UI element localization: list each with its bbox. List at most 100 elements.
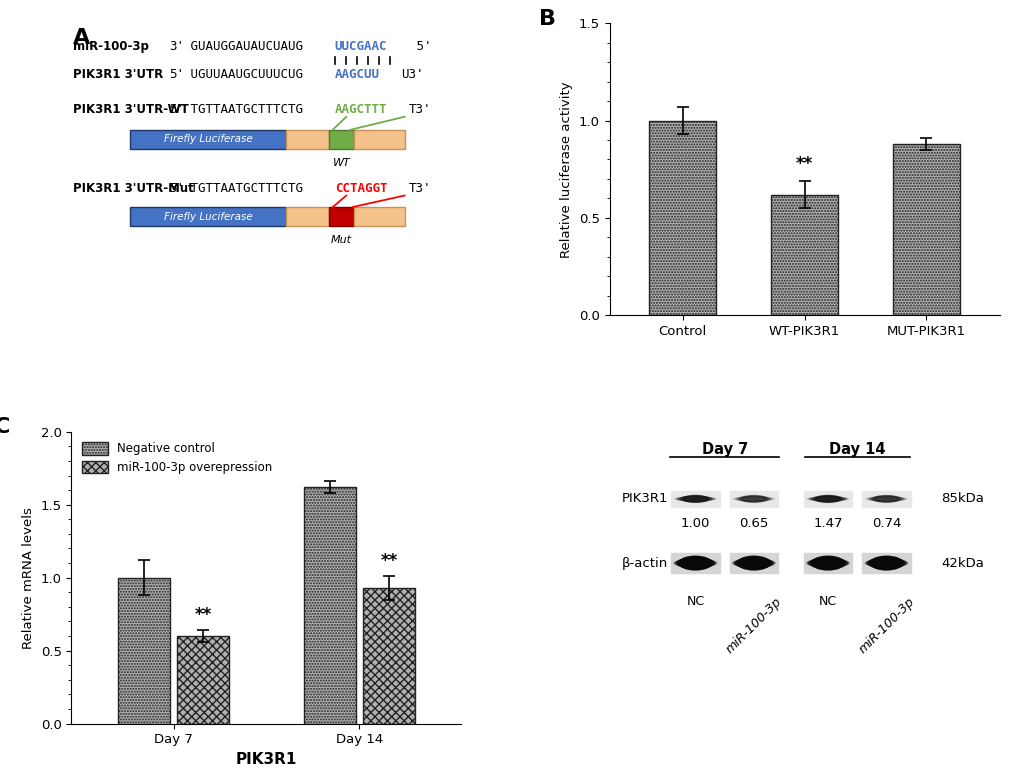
- Ellipse shape: [732, 559, 774, 566]
- Ellipse shape: [679, 556, 710, 570]
- Ellipse shape: [734, 497, 772, 500]
- Ellipse shape: [679, 496, 710, 502]
- Text: 5': 5': [409, 40, 431, 53]
- Ellipse shape: [815, 496, 840, 503]
- Text: Day 7: Day 7: [701, 442, 747, 457]
- Text: A: A: [73, 28, 91, 47]
- Text: 5': 5': [169, 182, 183, 194]
- Ellipse shape: [808, 497, 847, 500]
- Ellipse shape: [808, 559, 847, 568]
- Text: 5': 5': [169, 68, 183, 81]
- Ellipse shape: [810, 557, 845, 569]
- Ellipse shape: [683, 496, 707, 503]
- Ellipse shape: [674, 497, 715, 500]
- Ellipse shape: [810, 496, 844, 501]
- Text: U3': U3': [400, 68, 423, 81]
- Bar: [770, 194, 838, 315]
- Text: miR-100-3p: miR-100-3p: [722, 595, 784, 656]
- Text: Day 14: Day 14: [828, 442, 884, 457]
- Text: AAGCUU: AAGCUU: [334, 68, 379, 81]
- Ellipse shape: [868, 496, 903, 501]
- Ellipse shape: [737, 556, 769, 569]
- Ellipse shape: [867, 558, 904, 569]
- Ellipse shape: [738, 496, 769, 502]
- Ellipse shape: [675, 559, 715, 567]
- Ellipse shape: [678, 496, 711, 501]
- Ellipse shape: [674, 559, 715, 567]
- Text: UUCGAAC: UUCGAAC: [334, 40, 387, 53]
- Ellipse shape: [868, 557, 903, 569]
- Text: NC: NC: [818, 595, 837, 608]
- Ellipse shape: [733, 559, 773, 567]
- Ellipse shape: [677, 558, 713, 569]
- Text: T3': T3': [409, 182, 431, 194]
- Ellipse shape: [677, 497, 713, 501]
- Ellipse shape: [735, 558, 771, 569]
- Ellipse shape: [676, 559, 714, 568]
- Text: PIK3R1: PIK3R1: [621, 492, 667, 506]
- Ellipse shape: [740, 496, 766, 502]
- Text: 3': 3': [169, 40, 183, 53]
- Ellipse shape: [806, 559, 849, 566]
- Text: PIK3R1 3'UTR: PIK3R1 3'UTR: [73, 68, 163, 81]
- Bar: [177, 636, 229, 724]
- Text: PIK3R1 3'UTR-WT: PIK3R1 3'UTR-WT: [73, 103, 189, 116]
- Text: GUAUGGAUAUCUAUG: GUAUGGAUAUCUAUG: [182, 40, 303, 53]
- Text: UGUUAAUGCUUUCUG: UGUUAAUGCUUUCUG: [182, 68, 303, 81]
- Ellipse shape: [733, 497, 773, 500]
- Ellipse shape: [865, 559, 907, 567]
- Text: PIK3R1 3'UTR-Mut: PIK3R1 3'UTR-Mut: [73, 182, 194, 194]
- Ellipse shape: [809, 558, 846, 569]
- Bar: [354, 207, 405, 226]
- Text: 5': 5': [169, 103, 183, 116]
- Ellipse shape: [682, 496, 708, 502]
- Bar: [803, 491, 852, 507]
- Ellipse shape: [736, 557, 770, 569]
- Ellipse shape: [869, 556, 902, 569]
- Bar: [328, 130, 354, 149]
- Bar: [304, 487, 356, 724]
- Ellipse shape: [811, 556, 843, 570]
- Ellipse shape: [734, 559, 772, 568]
- Bar: [861, 491, 910, 507]
- Ellipse shape: [679, 556, 711, 569]
- Ellipse shape: [808, 558, 846, 568]
- Text: 1.47: 1.47: [812, 517, 842, 530]
- Ellipse shape: [869, 557, 903, 569]
- Ellipse shape: [736, 496, 770, 501]
- Text: Firefly Luciferase: Firefly Luciferase: [163, 212, 252, 222]
- Ellipse shape: [865, 559, 906, 567]
- Ellipse shape: [873, 496, 898, 503]
- Ellipse shape: [681, 496, 709, 502]
- Ellipse shape: [870, 556, 901, 570]
- Ellipse shape: [678, 557, 712, 569]
- Ellipse shape: [737, 557, 770, 569]
- Y-axis label: Relative mRNA levels: Relative mRNA levels: [22, 506, 35, 649]
- Bar: [861, 553, 910, 573]
- Ellipse shape: [809, 497, 846, 501]
- Ellipse shape: [814, 496, 841, 502]
- Ellipse shape: [865, 497, 906, 500]
- Bar: [285, 130, 328, 149]
- Text: **: **: [795, 155, 812, 173]
- Text: Mut: Mut: [330, 235, 352, 245]
- Text: TGTTAATGCTTTCTG: TGTTAATGCTTTCTG: [182, 182, 303, 194]
- Ellipse shape: [739, 496, 767, 502]
- Ellipse shape: [741, 496, 765, 503]
- Ellipse shape: [735, 558, 772, 568]
- Ellipse shape: [866, 559, 905, 568]
- Bar: [328, 207, 354, 226]
- Ellipse shape: [806, 497, 848, 500]
- Text: Firefly Luciferase: Firefly Luciferase: [163, 135, 252, 144]
- Text: miR-100-3p: miR-100-3p: [855, 595, 916, 656]
- Text: β-actin: β-actin: [621, 556, 666, 569]
- Text: B: B: [539, 9, 555, 29]
- Ellipse shape: [811, 556, 844, 569]
- Y-axis label: Relative luciferase activity: Relative luciferase activity: [559, 81, 573, 258]
- Text: 1.00: 1.00: [680, 517, 709, 530]
- Text: 42kDa: 42kDa: [941, 556, 983, 569]
- Text: 0.74: 0.74: [871, 517, 901, 530]
- Bar: [118, 577, 169, 724]
- Ellipse shape: [735, 497, 771, 501]
- Bar: [671, 553, 719, 573]
